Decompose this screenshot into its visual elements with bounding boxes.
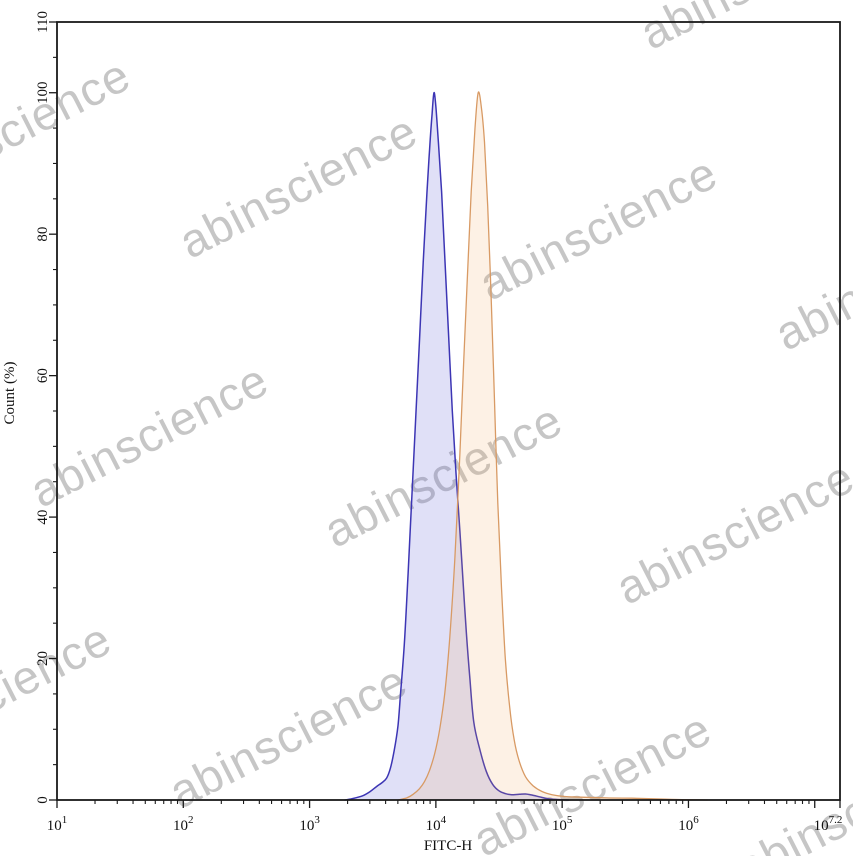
x-tick-label-10e1: 101 [47,814,68,834]
histogram-fill-control-cells [344,92,569,800]
y-axis-tick-labels: 0 20 40 60 80 100 110 [35,11,51,804]
y-tick-label-100: 100 [35,81,51,104]
axis-ticks [49,21,841,808]
x-tick-label-10e4: 104 [426,814,447,834]
histogram-curve-control-cells [344,91,570,801]
y-axis-title: Count (%) [2,362,18,425]
histogram-curve-stained-cells [397,91,709,801]
y-tick-label-40: 40 [35,510,51,525]
x-tick-label-10e2: 102 [173,814,194,834]
y-tick-label-110: 110 [35,11,51,33]
x-tick-label-10e7.2: 107.2 [814,814,843,834]
histogram-fill-stained-cells [398,91,708,800]
x-tick-label-10e5: 105 [552,814,573,834]
x-axis-title: FITC-H [424,838,473,854]
y-tick-label-60: 60 [35,368,51,383]
y-tick-label-0: 0 [35,796,51,804]
y-tick-label-20: 20 [35,651,51,666]
histogram-curves [344,91,709,801]
x-tick-label-10e6: 106 [678,814,699,834]
x-tick-label-10e3: 103 [299,814,320,834]
y-tick-label-80: 80 [35,227,51,242]
x-axis-tick-labels: 101 102 103 104 105 106 107.2 [47,814,843,834]
